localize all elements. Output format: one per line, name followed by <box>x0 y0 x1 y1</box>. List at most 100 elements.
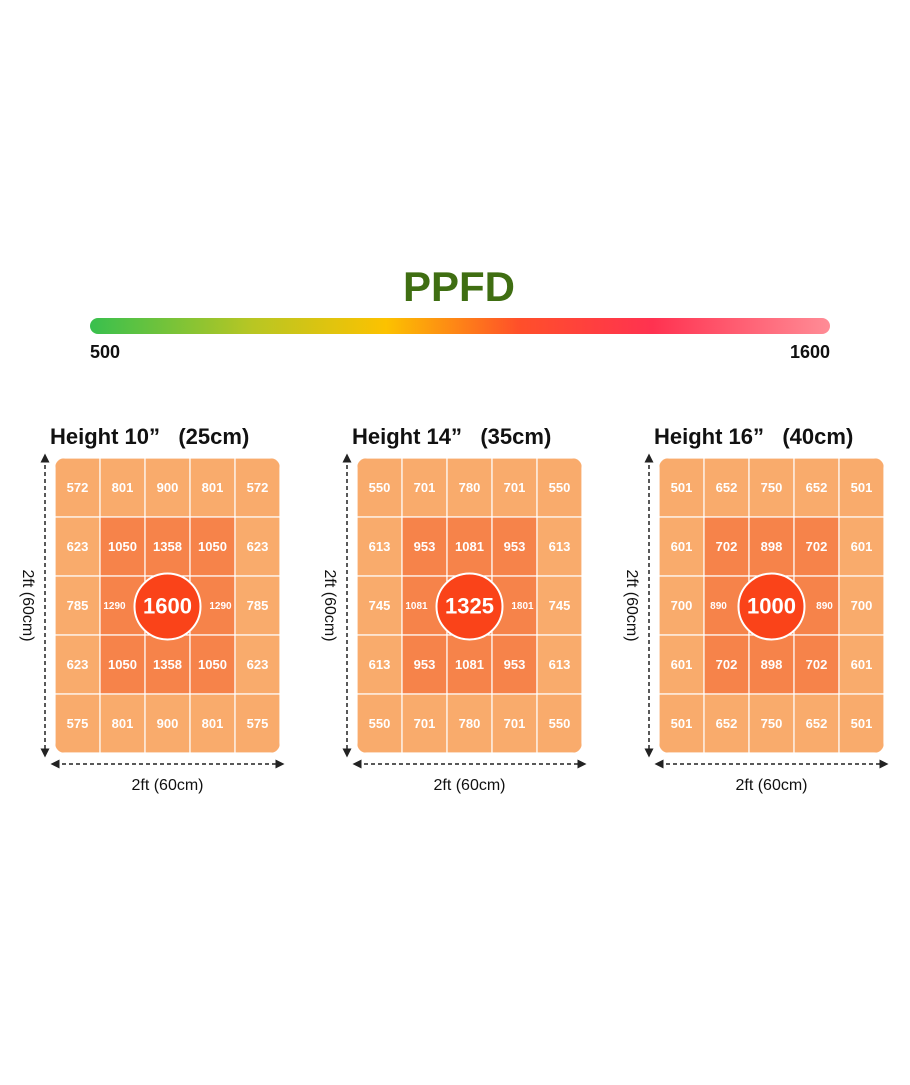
grid-cell <box>536 458 582 518</box>
panel-title: Height 14” (35cm) <box>352 424 551 449</box>
panel: Height 10” (25cm) 572 801 900 801 572 623 1050 1… <box>19 424 285 794</box>
cell-value: 575 <box>247 716 269 731</box>
grid-cell <box>748 634 795 695</box>
cell-value: 623 <box>67 539 89 554</box>
cell-value: 550 <box>369 716 391 731</box>
grid-cell <box>793 693 840 753</box>
grid-cell <box>793 634 840 695</box>
cell-value: 501 <box>671 480 693 495</box>
cell-value: 550 <box>369 480 391 495</box>
grid-cell <box>99 458 146 518</box>
cell-value: 572 <box>67 480 89 495</box>
cell-value: 1290 <box>209 601 232 612</box>
cell-value: 702 <box>716 539 738 554</box>
width-label: 2ft (60cm) <box>735 777 807 794</box>
cell-value: 900 <box>157 716 179 731</box>
cell-value: 1050 <box>198 539 227 554</box>
height-label: 2ft (60cm) <box>321 569 338 641</box>
cell-value: 1050 <box>108 657 137 672</box>
height-label: 2ft (60cm) <box>623 569 640 641</box>
cell-value: 780 <box>459 480 481 495</box>
height-label: 2ft (60cm) <box>19 569 36 641</box>
grid-cell <box>659 458 705 518</box>
grid-cell <box>446 458 493 518</box>
grid-cell <box>189 458 236 518</box>
cell-value: 1801 <box>511 601 534 612</box>
cell-value: 601 <box>671 657 693 672</box>
cell-value: 575 <box>67 716 89 731</box>
cell-value: 700 <box>851 598 873 613</box>
panel-title: Height 16” (40cm) <box>654 424 853 449</box>
grid-cell <box>189 634 236 695</box>
cell-value: 613 <box>549 657 571 672</box>
cell-value: 702 <box>806 539 828 554</box>
cell-value: 953 <box>414 657 436 672</box>
cell-value: 900 <box>157 480 179 495</box>
cell-value: 652 <box>716 716 738 731</box>
grid-cell <box>491 693 538 753</box>
cell-value: 1050 <box>108 539 137 554</box>
cell-value: 953 <box>414 539 436 554</box>
width-label: 2ft (60cm) <box>131 777 203 794</box>
grid-cell <box>703 516 750 577</box>
cell-value: 623 <box>247 657 269 672</box>
grid-cell <box>446 516 493 577</box>
cell-value: 702 <box>716 657 738 672</box>
grid-cell <box>748 693 795 753</box>
grid-cell <box>838 634 884 695</box>
grid-cell <box>99 693 146 753</box>
cell-value: 701 <box>414 480 436 495</box>
cell-value: 501 <box>851 716 873 731</box>
cell-value: 701 <box>504 716 526 731</box>
grid-cell <box>491 634 538 695</box>
center-circle <box>133 572 202 641</box>
grid-cell <box>659 693 705 753</box>
ppfd-grid <box>55 458 280 753</box>
cell-value: 550 <box>549 716 571 731</box>
grid-cell <box>234 458 280 518</box>
cell-value: 613 <box>369 539 391 554</box>
cell-value: 750 <box>761 716 783 731</box>
center-value: 1325 <box>445 593 494 618</box>
cell-value: 701 <box>504 480 526 495</box>
grid-cell <box>144 516 191 577</box>
cell-value: 1081 <box>455 657 484 672</box>
cell-value: 652 <box>716 480 738 495</box>
cell-value: 700 <box>671 598 693 613</box>
grid-cell <box>536 634 582 695</box>
center-value: 1600 <box>143 593 192 618</box>
width-label: 2ft (60cm) <box>433 777 505 794</box>
grid-cell <box>838 458 884 518</box>
cell-value: 1358 <box>153 539 182 554</box>
grid-cell <box>659 634 705 695</box>
grid-cell <box>536 693 582 753</box>
grid-cell <box>446 693 493 753</box>
grid-cell <box>234 634 280 695</box>
grid-cell <box>491 458 538 518</box>
cell-value: 801 <box>202 716 224 731</box>
grid-cell <box>144 634 191 695</box>
grid-cell <box>838 693 884 753</box>
grid-cell <box>748 516 795 577</box>
grid-cell <box>536 575 582 636</box>
cell-value: 613 <box>369 657 391 672</box>
cell-value: 601 <box>851 657 873 672</box>
grid-cell <box>55 575 101 636</box>
grid-cell <box>189 693 236 753</box>
cell-value: 601 <box>851 539 873 554</box>
title: PPFD <box>403 263 515 310</box>
cell-value: 745 <box>549 598 571 613</box>
cell-value: 801 <box>202 480 224 495</box>
cell-value: 701 <box>414 716 436 731</box>
panel: Height 14” (35cm) 550 701 780 701 550 613 953 10… <box>321 424 587 794</box>
grid-cell <box>55 634 101 695</box>
center-value: 1000 <box>747 593 796 618</box>
cell-value: 1358 <box>153 657 182 672</box>
panel-title: Height 10” (25cm) <box>50 424 249 449</box>
grid-cell <box>703 458 750 518</box>
cell-value: 801 <box>112 480 134 495</box>
cell-value: 702 <box>806 657 828 672</box>
ppfd-grid <box>659 458 884 753</box>
center-circle <box>435 572 504 641</box>
grid-cell <box>536 516 582 577</box>
